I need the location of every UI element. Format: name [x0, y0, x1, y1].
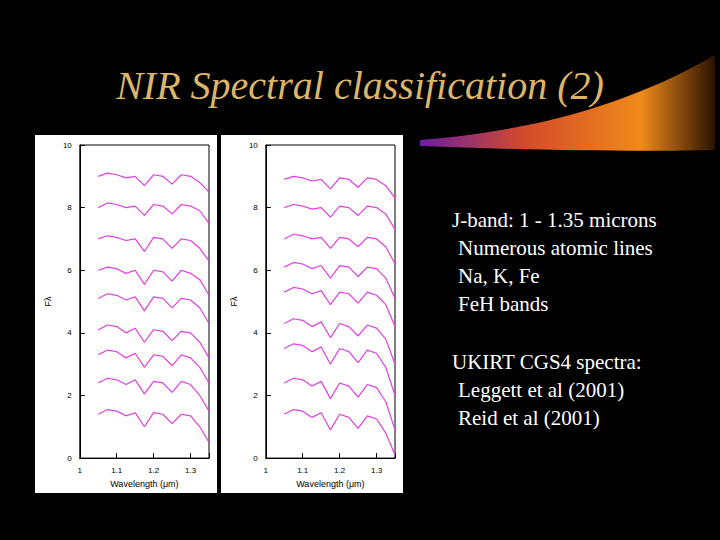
svg-text:2: 2: [67, 391, 72, 400]
svg-text:1.3: 1.3: [371, 466, 383, 475]
html-text:Na, K, Fe: Na, K, Fe: [458, 264, 540, 288]
svg-text:6: 6: [67, 266, 72, 275]
svg-text:0: 0: [253, 454, 258, 463]
svg-text:1.1: 1.1: [111, 466, 123, 475]
svg-text:1: 1: [78, 466, 83, 475]
svg-text:0: 0: [67, 454, 72, 463]
svg-text:1.2: 1.2: [334, 466, 346, 475]
svg-text:6: 6: [253, 266, 258, 275]
html-text:Reid et al (2001): Reid et al (2001): [458, 406, 600, 430]
svg-text:8: 8: [67, 203, 72, 212]
svg-text:4: 4: [253, 328, 258, 337]
html-text:FeH bands: FeH bands: [458, 292, 549, 316]
svg-text:Fλ: Fλ: [43, 296, 53, 306]
svg-text:1.1: 1.1: [297, 466, 309, 475]
svg-text:2: 2: [253, 391, 258, 400]
html-text:Leggett et al (2001): Leggett et al (2001): [458, 378, 625, 402]
svg-text:Wavelength (μm): Wavelength (μm): [296, 479, 364, 489]
svg-text:10: 10: [63, 141, 72, 150]
svg-text:4: 4: [67, 328, 72, 337]
html-text:UKIRT CGS4 spectra:: UKIRT CGS4 spectra:: [452, 350, 642, 374]
svg-text:Fλ: Fλ: [229, 296, 239, 306]
html-text:NIR Spectral classification (2: NIR Spectral classification (2): [116, 63, 604, 108]
svg-text:1.2: 1.2: [148, 466, 160, 475]
svg-text:Wavelength (μm): Wavelength (μm): [110, 479, 178, 489]
svg-text:1.3: 1.3: [185, 466, 197, 475]
svg-text:8: 8: [253, 203, 258, 212]
html-text:Numerous atomic lines: Numerous atomic lines: [458, 236, 653, 260]
svg-text:10: 10: [249, 141, 258, 150]
svg-text:1: 1: [264, 466, 269, 475]
html-text:J-band: 1 - 1.35 microns: J-band: 1 - 1.35 microns: [452, 208, 657, 232]
